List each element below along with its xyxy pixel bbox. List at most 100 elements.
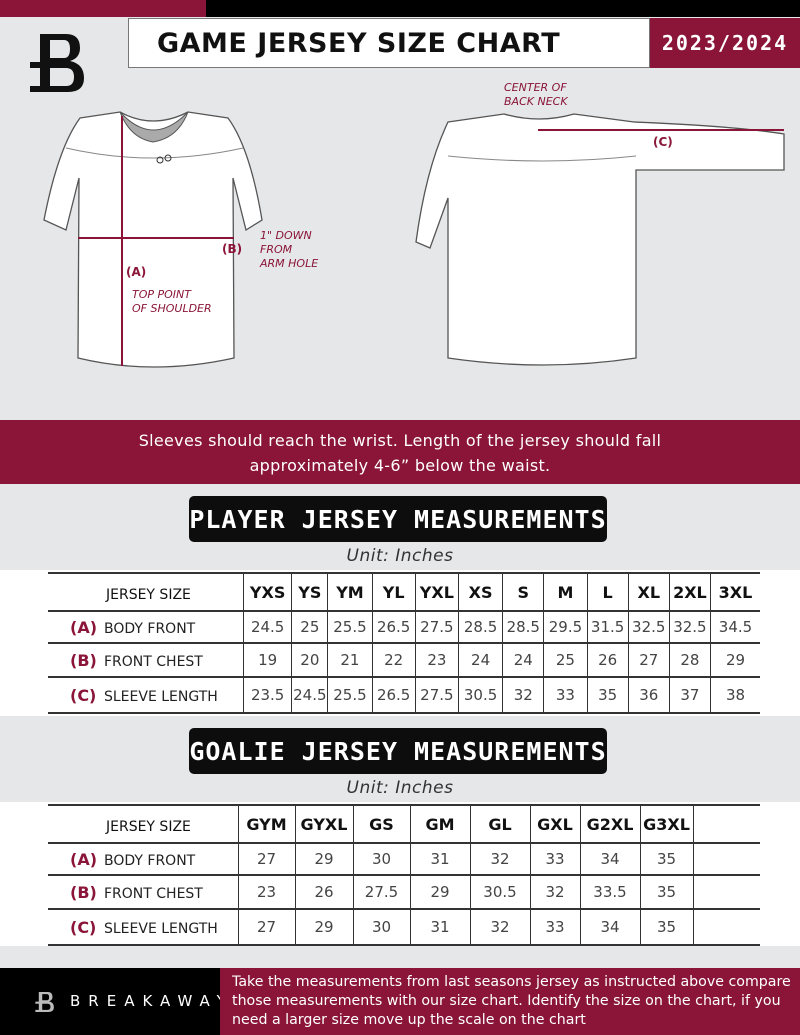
measurement-cell: 33 (529, 843, 580, 876)
table-row: (B) FRONT CHEST 19 20 21 22 23 24 24 25 26 27 28 29 (48, 643, 760, 678)
measurement-cell: 34 (579, 909, 640, 946)
note-a: TOP POINT OF SHOULDER (132, 288, 212, 315)
measurement-cell: 27.5 (414, 611, 459, 644)
table-header-row: JERSEY SIZE GYM GYXL GS GM GL GXL G2XL G3XL (48, 804, 760, 844)
size-header-cell: XL (627, 572, 670, 612)
measurement-cell: 24 (502, 643, 544, 678)
size-header-cell: M (543, 572, 588, 612)
table-header-row: JERSEY SIZE YXS YS YM YL YXL XS S M L XL 2XL 3XL (48, 572, 760, 612)
row-label: (B) FRONT CHEST (48, 875, 238, 910)
measurement-cell: 35 (639, 909, 693, 946)
measurement-cell: 28 (668, 643, 711, 678)
top-accent-bar (0, 0, 206, 17)
table-row: (B) FRONT CHEST 23 26 27.5 29 30.5 32 33.5 35 (48, 875, 760, 910)
measurement-cell: 29 (709, 643, 760, 678)
measurement-cell: 32.5 (627, 611, 670, 644)
size-header-cell: XS (457, 572, 503, 612)
label-c: (C) (653, 135, 673, 149)
measurement-cell: 30.5 (469, 875, 530, 910)
measurement-cell: 28.5 (457, 611, 503, 644)
measurement-cell (692, 909, 760, 946)
measurement-cell: 34 (579, 843, 640, 876)
measurement-cell: 35 (586, 677, 629, 714)
jersey-size-header: JERSEY SIZE (48, 804, 238, 844)
row-label: (B) FRONT CHEST (48, 643, 244, 678)
goalie-section-heading: GOALIE JERSEY MEASUREMENTS (189, 728, 607, 774)
size-header-cell: 3XL (709, 572, 760, 612)
table-row: (C) SLEEVE LENGTH 27 29 30 31 32 33 34 35 (48, 909, 760, 946)
size-header-cell: YM (327, 572, 373, 612)
measure-name: BODY FRONT (104, 852, 196, 869)
measure-letter: (C) (70, 917, 97, 937)
row-label: (C) SLEEVE LENGTH (48, 677, 244, 714)
measurement-cell: 27 (237, 843, 295, 876)
measure-name: BODY FRONT (104, 620, 196, 637)
goalie-size-table: JERSEY SIZE GYM GYXL GS GM GL GXL G2XL G3XL (A) BO… (48, 804, 760, 946)
measurement-cell: 19 (242, 643, 292, 678)
measurement-cell: 31 (409, 909, 470, 946)
row-label: (A) BODY FRONT (48, 611, 244, 644)
measurement-cell: 26 (586, 643, 629, 678)
measurement-cell: 26 (294, 875, 353, 910)
measurement-cell: 29 (409, 875, 470, 910)
measurement-cell: 25 (543, 643, 588, 678)
measurement-cell: 38 (709, 677, 760, 714)
footer-instructions: Take the measurements from last seasons … (220, 968, 800, 1035)
row-label: (A) BODY FRONT (48, 843, 238, 876)
season-badge: 2023/2024 (650, 18, 800, 68)
measurement-cell: 28.5 (502, 611, 544, 644)
measure-letter: (B) (70, 650, 97, 670)
footer-brand-area (0, 968, 220, 1035)
measurement-cell: 30 (352, 843, 410, 876)
front-jersey-diagram (43, 111, 263, 368)
size-header-cell: GYM (237, 804, 295, 844)
note-b: 1" DOWN FROM ARM HOLE (260, 229, 319, 270)
measure-letter: (B) (70, 882, 97, 902)
measurement-cell: 23 (237, 875, 295, 910)
measurement-cell: 25.5 (327, 611, 373, 644)
banner-line-2: approximately 4-6” below the waist. (249, 456, 551, 475)
measurement-cell: 33 (529, 909, 580, 946)
label-a: (A) (126, 265, 147, 279)
measurement-cell: 23.5 (242, 677, 292, 714)
measurement-cell: 24 (457, 643, 503, 678)
measurement-cell: 26.5 (371, 611, 416, 644)
measurement-cell: 32 (502, 677, 544, 714)
measurement-cell (692, 843, 760, 876)
banner-line-1: Sleeves should reach the wrist. Length o… (138, 431, 662, 450)
measurement-cell: 36 (627, 677, 670, 714)
player-size-table: JERSEY SIZE YXS YS YM YL YXL XS S M L XL 2XL 3XL (A) B… (48, 572, 760, 714)
size-header-cell: YL (371, 572, 416, 612)
measurement-cell: 29 (294, 843, 353, 876)
measurement-cell: 23 (414, 643, 459, 678)
table-row: (A) BODY FRONT 24.5 25 25.5 26.5 27.5 28.5 28.5 2… (48, 611, 760, 644)
player-unit-label: Unit: Inches (346, 546, 454, 566)
measure-name: FRONT CHEST (104, 885, 203, 902)
measurement-cell: 26.5 (371, 677, 416, 714)
measurement-cell: 33.5 (579, 875, 640, 910)
size-header-cell: GL (469, 804, 530, 844)
footer-logo-icon (35, 992, 54, 1012)
size-header-cell: GYXL (294, 804, 353, 844)
jersey-size-header: JERSEY SIZE (48, 572, 244, 612)
size-header-cell: 2XL (668, 572, 711, 612)
measurement-cell: 33 (543, 677, 588, 714)
measurement-cell: 35 (639, 843, 693, 876)
size-header-cell: G2XL (579, 804, 640, 844)
measurement-cell: 29.5 (543, 611, 588, 644)
measurement-cell: 34.5 (709, 611, 760, 644)
table-row: (A) BODY FRONT 27 29 30 31 32 33 34 35 (48, 843, 760, 876)
measurement-cell: 29 (294, 909, 353, 946)
measurement-cell: 25.5 (327, 677, 373, 714)
label-b: (B) (222, 242, 243, 256)
measurement-cell: 24.5 (242, 611, 292, 644)
size-header-cell: YS (291, 572, 328, 612)
size-header-cell (692, 804, 760, 844)
measurement-cell: 21 (327, 643, 373, 678)
measure-name: FRONT CHEST (104, 653, 203, 670)
table-row: (C) SLEEVE LENGTH 23.5 24.5 25.5 26.5 27.5 30.5… (48, 677, 760, 714)
size-header-cell: GXL (529, 804, 580, 844)
note-c: CENTER OF BACK NECK (504, 81, 568, 108)
measurement-cell: 27.5 (414, 677, 459, 714)
size-header-cell: S (502, 572, 544, 612)
